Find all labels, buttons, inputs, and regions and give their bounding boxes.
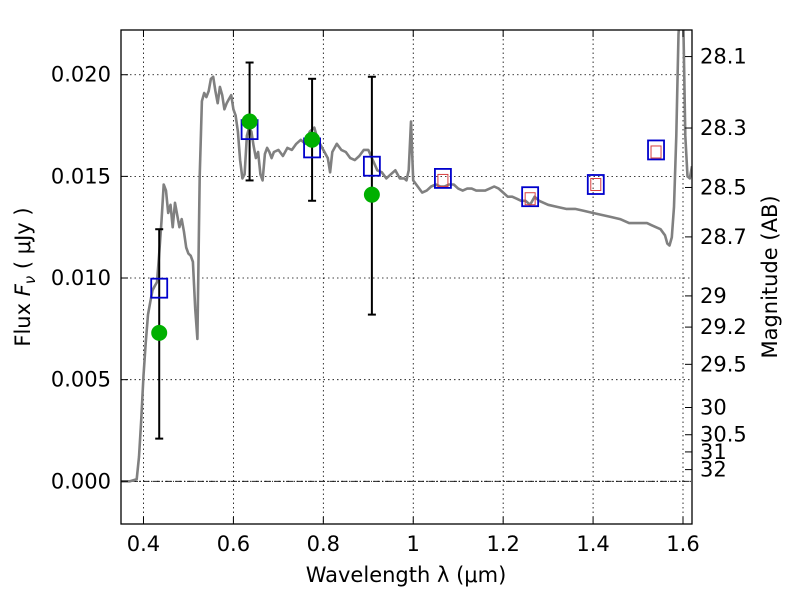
- magnitude-tick-label: 30: [700, 395, 727, 419]
- model-flux-square: [647, 139, 665, 161]
- model-flux-inner-square: [524, 192, 536, 206]
- x-axis-ticks: 0.4 0.6 0.8 1 1.2 1.4 1.6: [127, 30, 700, 556]
- x-tick-label: 1.6: [666, 532, 699, 556]
- y-axis-label: Flux Fν ( μJy ): [11, 207, 39, 346]
- magnitude-tick-label: 28.3: [700, 116, 747, 140]
- model-flux-inner-square: [437, 173, 449, 187]
- x-tick-label: 1.2: [486, 532, 519, 556]
- right-axis-label: Magnitude (AB): [758, 195, 782, 358]
- y-tick-label: 0.000: [51, 469, 111, 493]
- plot-frame: [120, 29, 693, 525]
- y-axis-ticks: 0.000 0.005 0.010 0.015 0.020: [51, 63, 128, 493]
- model-flux-square: [434, 168, 452, 189]
- y-tick-label: 0.010: [51, 266, 111, 290]
- x-tick-label: 1: [407, 532, 420, 556]
- y-tick-label: 0.020: [51, 63, 111, 87]
- magnitude-tick-label: 30.5: [700, 423, 747, 447]
- y-axis-label-prefix: Flux: [11, 296, 35, 346]
- y-tick-label: 0.015: [51, 164, 111, 188]
- sed-curve: [121, 30, 692, 483]
- magnitude-tick-label: 29: [700, 284, 727, 308]
- magnitude-tick-label: 31: [700, 440, 727, 464]
- sed-curve-group: [121, 30, 692, 483]
- magnitude-tick-label: 28.1: [700, 45, 747, 69]
- magnitude-tick-label: 28.5: [700, 175, 747, 199]
- observed-flux-point: [304, 131, 321, 148]
- observed-flux-point: [363, 186, 380, 203]
- model-flux-square: [362, 155, 381, 177]
- x-tick-label: 0.6: [217, 532, 250, 556]
- y-axis-label-subscript: ν: [21, 276, 39, 284]
- observed-flux-point: [241, 113, 258, 130]
- model-flux-inner-square: [590, 178, 602, 192]
- model-flux-square: [150, 277, 169, 299]
- x-tick-label: 0.4: [127, 532, 160, 556]
- model-flux-markers: [150, 119, 665, 299]
- model-flux-square: [521, 186, 540, 208]
- x-tick-label: 1.4: [576, 532, 609, 556]
- magnitude-tick-label: 28.7: [700, 225, 747, 249]
- magnitude-tick-label: 32: [700, 458, 727, 482]
- y-tick-label: 0.005: [51, 368, 111, 392]
- y-axis-label-symbol: F: [11, 283, 35, 296]
- observed-flux-point: [151, 324, 168, 341]
- model-flux-inner-square: [650, 145, 662, 159]
- x-axis-label: Wavelength λ (μm): [306, 563, 507, 587]
- y-axis-label-suffix: ( μJy ): [11, 207, 35, 275]
- observed-flux-markers: [151, 113, 380, 341]
- magnitude-tick-label: 29.2: [700, 315, 747, 339]
- magnitude-tick-label: 29.5: [700, 352, 747, 376]
- x-tick-label: 0.8: [307, 532, 340, 556]
- plot-background: [121, 30, 692, 524]
- model-flux-square: [586, 174, 605, 195]
